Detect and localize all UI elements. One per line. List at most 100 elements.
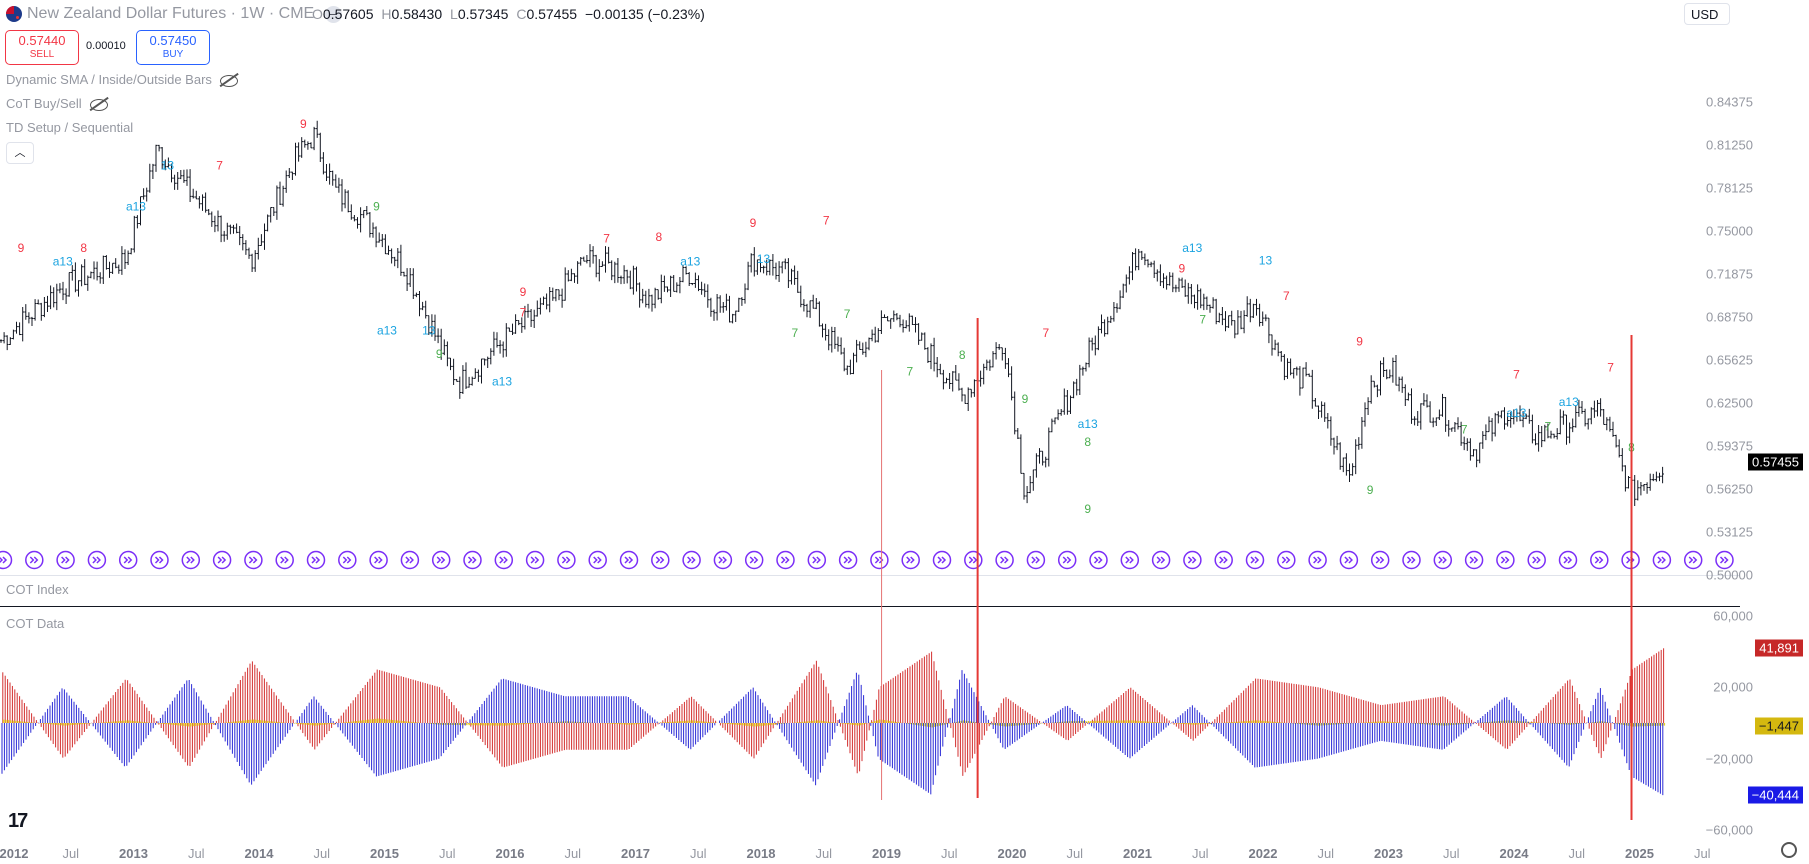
price-bar [198, 196, 201, 209]
price-bar [235, 223, 238, 234]
price-bar [771, 253, 775, 276]
time-tick-label: Jul [438, 846, 456, 861]
price-bar [213, 215, 217, 233]
price-bar [799, 285, 803, 308]
price-bar [1422, 393, 1426, 406]
price-bar [539, 297, 542, 315]
eye-off-icon[interactable] [89, 98, 108, 111]
price-bar [892, 310, 896, 322]
price-bar [449, 357, 452, 371]
price-bar [542, 296, 545, 306]
price-bar [402, 271, 406, 277]
price-bar [777, 261, 781, 283]
price-bar [1410, 388, 1413, 424]
price-bar [349, 204, 353, 220]
price-bar [1066, 389, 1069, 415]
price-bar [1543, 424, 1547, 442]
price-bar [418, 290, 421, 317]
price-bar [560, 288, 564, 308]
price-bar [579, 257, 583, 266]
price-bar [139, 196, 142, 226]
price-bar [1106, 316, 1110, 335]
price-bar [306, 141, 310, 150]
chevron-up-icon[interactable]: ︿ [6, 142, 34, 164]
indicator-dynamic-sma[interactable]: Dynamic SMA / Inside/Outside Bars [6, 72, 238, 87]
price-bar [241, 234, 245, 251]
td-count-label: 9 [373, 200, 380, 214]
currency-selector[interactable]: USD [1684, 3, 1730, 25]
price-bar [861, 342, 865, 355]
price-bar [297, 142, 300, 162]
price-bar [1320, 401, 1323, 418]
time-tick-label: 2022 [1248, 846, 1278, 861]
price-bar [607, 246, 610, 264]
indicator-td-sequential[interactable]: TD Setup / Sequential [6, 120, 133, 135]
price-bar [734, 310, 738, 323]
price-bar [446, 341, 449, 367]
price-bar [1056, 409, 1060, 421]
price-bar [1072, 381, 1075, 399]
eye-off-icon[interactable] [219, 74, 238, 87]
minus-icon[interactable]: – [325, 6, 342, 23]
price-bar [58, 283, 62, 294]
pane-divider[interactable] [0, 575, 1740, 576]
price-bar [176, 172, 180, 190]
price-bar [1217, 312, 1221, 323]
gear-icon[interactable] [1781, 842, 1797, 858]
price-bar [756, 259, 759, 275]
price-bar [1503, 407, 1506, 430]
price-bar [86, 275, 90, 291]
cot-data-chart[interactable] [0, 607, 1740, 839]
price-bar [480, 358, 483, 384]
price-bar [136, 215, 139, 229]
price-bar [2, 332, 6, 344]
price-bar [244, 240, 248, 255]
price-bar [1540, 425, 1544, 448]
price-bar [216, 210, 220, 232]
td-count-label: 7 [1461, 422, 1468, 436]
price-bar [486, 356, 490, 368]
indicator-cot-buy-sell[interactable]: CoT Buy/Sell [6, 96, 108, 111]
price-bar [659, 274, 663, 304]
price-bar [1658, 472, 1661, 482]
price-bar [1307, 373, 1311, 377]
price-bar [1611, 421, 1615, 437]
price-bar [1261, 311, 1265, 326]
price-bar [1289, 358, 1292, 376]
price-bar [421, 301, 424, 311]
buy-button[interactable]: 0.57450 BUY [136, 30, 210, 65]
price-bar [1013, 391, 1017, 435]
price-bar [1496, 411, 1500, 424]
td-count-label: 13 [161, 158, 175, 172]
price-bar [535, 300, 539, 317]
pane-divider[interactable] [0, 606, 1740, 607]
price-bar [1084, 362, 1088, 372]
symbol-title[interactable]: New Zealand Dollar Futures · 1W · CME [27, 5, 315, 22]
time-tick-label: Jul [62, 846, 80, 861]
price-bar [1168, 272, 1172, 286]
price-bar [997, 344, 1001, 350]
price-bar [1453, 422, 1457, 432]
price-bar [644, 290, 648, 308]
price-bar [105, 255, 108, 270]
price-bar [551, 287, 555, 301]
price-bar [935, 357, 939, 378]
price-bar [545, 293, 548, 310]
price-bar [988, 359, 992, 371]
sell-button[interactable]: 0.57440 SELL [5, 30, 79, 65]
price-bar [1506, 412, 1509, 427]
price-bar [123, 249, 127, 269]
price-bar [12, 329, 15, 340]
cot-value-tag: 41,891 [1755, 639, 1803, 657]
price-bar [424, 300, 428, 319]
tradingview-logo-icon[interactable]: 17 [8, 810, 28, 832]
price-bar [67, 272, 71, 297]
price-bar [1097, 326, 1100, 351]
price-bar [1295, 366, 1299, 376]
price-bar [1134, 248, 1137, 271]
price-bar [765, 259, 769, 276]
price-bar [616, 258, 620, 283]
price-bar [1447, 419, 1451, 437]
price-bar [883, 314, 886, 319]
